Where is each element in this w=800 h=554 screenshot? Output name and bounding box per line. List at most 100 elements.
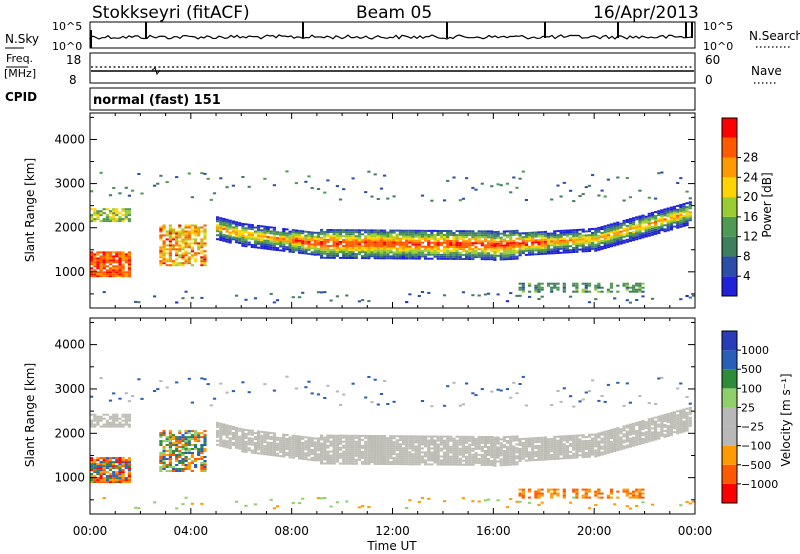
power-cell — [641, 295, 645, 298]
velocity-cell — [685, 419, 689, 422]
power-cell — [342, 231, 346, 234]
velocity-cell — [496, 452, 500, 455]
velocity-cell — [622, 429, 626, 432]
velocity-cell — [402, 457, 406, 460]
velocity-cell — [364, 436, 368, 439]
power-cell — [294, 182, 298, 185]
velocity-cell — [556, 494, 560, 497]
velocity-cell — [272, 450, 276, 453]
velocity-cell — [632, 444, 636, 447]
power-cell — [288, 230, 292, 233]
velocity-cell — [666, 425, 670, 427]
power-cell — [531, 245, 535, 248]
power-cell — [102, 267, 106, 270]
velocity-cell — [364, 448, 368, 451]
velocity-cell — [181, 468, 185, 470]
power-cell — [468, 248, 472, 251]
velocity-cell — [93, 481, 97, 484]
velocity-cell — [108, 415, 113, 418]
velocity-cell — [370, 456, 374, 459]
velocity-cell — [496, 440, 500, 443]
power-cell — [625, 224, 629, 227]
velocity-cell — [187, 458, 191, 460]
power-cell — [455, 238, 459, 241]
power-cell — [581, 250, 585, 253]
velocity-cell — [320, 450, 324, 453]
velocity-cell — [370, 450, 374, 453]
velocity-cell — [165, 444, 169, 446]
power-cell — [190, 254, 194, 257]
power-cell — [96, 265, 100, 268]
velocity-cell — [446, 453, 450, 456]
power-cell — [587, 250, 592, 252]
power-cell — [389, 249, 393, 252]
velocity-cell — [578, 400, 582, 403]
velocity-cell — [168, 456, 172, 458]
power-cell — [279, 241, 283, 244]
velocity-cell — [370, 458, 374, 461]
velocity-cell — [279, 449, 283, 452]
power-cell — [241, 223, 245, 225]
velocity-cell — [496, 499, 500, 502]
velocity-cell — [367, 458, 371, 461]
power-cell — [345, 235, 349, 238]
velocity-cell — [234, 436, 239, 439]
velocity-cell — [234, 426, 239, 429]
power-cell — [657, 220, 661, 223]
velocity-cell — [282, 445, 286, 448]
velocity-cell — [622, 435, 626, 438]
velocity-cell — [537, 436, 541, 439]
velocity-cell — [96, 463, 100, 466]
velocity-cell — [550, 450, 554, 453]
velocity-cell — [127, 461, 131, 464]
velocity-cell — [345, 500, 349, 503]
power-cell — [332, 248, 336, 251]
velocity-cell — [338, 446, 343, 449]
velocity-cell — [521, 445, 525, 448]
velocity-cell — [307, 442, 311, 445]
power-cell — [609, 225, 614, 228]
velocity-cell — [329, 434, 333, 437]
velocity-cell — [471, 453, 475, 456]
power-cell — [238, 240, 242, 242]
velocity-cell — [502, 452, 506, 455]
velocity-cell — [628, 401, 632, 404]
power-cell — [461, 232, 465, 235]
power-cell — [669, 206, 673, 209]
power-cell — [291, 249, 295, 251]
power-cell — [316, 253, 321, 256]
power-cell — [184, 224, 188, 227]
velocity-cell — [231, 444, 235, 446]
power-cell — [619, 230, 623, 233]
power-cell — [603, 247, 607, 249]
velocity-cell — [124, 467, 128, 470]
velocity-cell — [537, 456, 541, 459]
power-cell — [688, 203, 692, 206]
power-cell — [373, 249, 377, 252]
velocity-cell — [468, 435, 472, 438]
velocity-cell — [609, 431, 614, 433]
velocity-cell — [540, 442, 544, 445]
power-cell — [342, 188, 346, 191]
velocity-cell — [370, 454, 374, 457]
power-cell — [386, 255, 390, 258]
power-cell — [335, 239, 339, 241]
power-cell — [676, 210, 680, 213]
velocity-cell — [260, 442, 264, 445]
velocity-cell — [528, 496, 532, 499]
power-cell — [269, 236, 273, 239]
power-cell — [395, 235, 399, 238]
power-cell — [294, 241, 298, 244]
velocity-cell — [234, 432, 239, 435]
power-cell — [584, 248, 588, 251]
power-cell — [641, 232, 645, 235]
power-cell — [638, 284, 642, 287]
power-cell — [165, 264, 169, 267]
velocity-cell — [654, 403, 658, 405]
power-cell — [234, 227, 239, 230]
velocity-cell — [241, 432, 245, 435]
power-cell — [487, 258, 491, 261]
velocity-cell — [383, 459, 387, 461]
velocity-cell — [332, 452, 336, 455]
velocity-cell — [389, 451, 393, 454]
